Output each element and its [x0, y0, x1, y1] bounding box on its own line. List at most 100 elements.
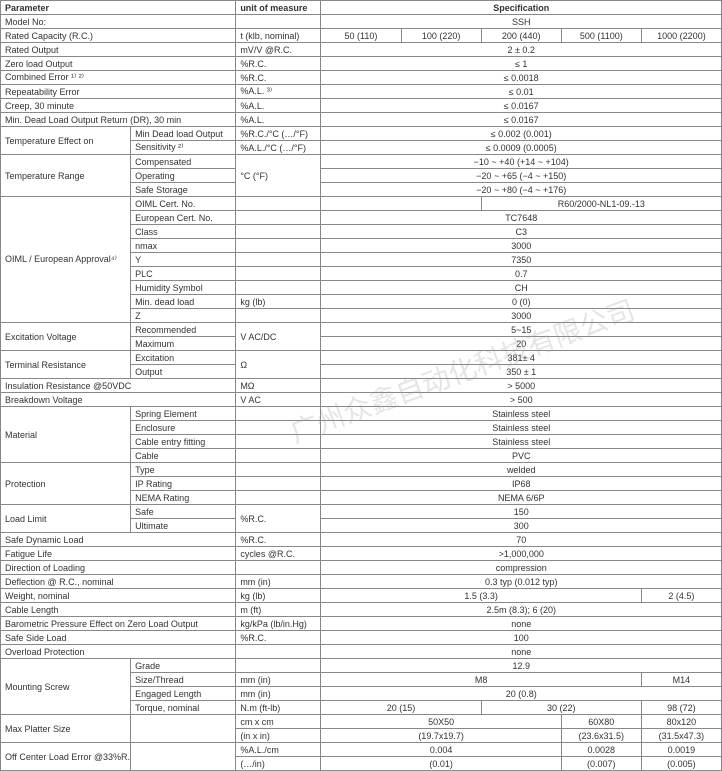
cell: [236, 253, 321, 267]
row-mps: Max Platter Size: [1, 715, 131, 743]
row-sdl: Safe Dynamic Load: [1, 533, 236, 547]
cell: V AC/DC: [236, 323, 321, 351]
row-bv: Breakdown Voltage: [1, 393, 236, 407]
cell: Min Dead load Output: [131, 127, 236, 141]
row-re: Repeatability Error: [1, 85, 236, 99]
cell: European Cert. No.: [131, 211, 236, 225]
cell: N.m (ft-lb): [236, 701, 321, 715]
row-mat: Material: [1, 407, 131, 463]
row-trm: Terminal Resistance: [1, 351, 131, 379]
cell: none: [321, 617, 722, 631]
row-prot: Protection: [1, 463, 131, 505]
cell: Maximum: [131, 337, 236, 351]
cell: 70: [321, 533, 722, 547]
cell: Class: [131, 225, 236, 239]
cell: NEMA Rating: [131, 491, 236, 505]
cell: Cable: [131, 449, 236, 463]
cell: 2 (4.5): [641, 589, 721, 603]
cell: kg (lb): [236, 295, 321, 309]
cell: OIML Cert. No.: [131, 197, 236, 211]
cell: [131, 715, 236, 743]
hdr-unit: unit of measure: [236, 1, 321, 15]
cell: [236, 281, 321, 295]
cell: CH: [321, 281, 722, 295]
cell: Output: [131, 365, 236, 379]
cell: [236, 197, 321, 211]
row-ev: Excitation Voltage: [1, 323, 131, 351]
cell: [236, 239, 321, 253]
cell: 500 (1100): [561, 29, 641, 43]
cell: −10 ~ +40 (+14 ~ +104): [321, 155, 722, 169]
cell: [236, 435, 321, 449]
row-ll: Load Limit: [1, 505, 131, 533]
cell: mV/V @R.C.: [236, 43, 321, 57]
cell: %R.C.: [236, 505, 321, 533]
cell: PLC: [131, 267, 236, 281]
cell: Enclosure: [131, 421, 236, 435]
cell: 2.5m (8.3); 6 (20): [321, 603, 722, 617]
cell: Stainless steel: [321, 421, 722, 435]
cell: −20 ~ +80 (−4 ~ +176): [321, 183, 722, 197]
cell: 1000 (2200): [641, 29, 721, 43]
cell: [236, 267, 321, 281]
row-ms: Mounting Screw: [1, 659, 131, 715]
cell: %R.C.: [236, 631, 321, 645]
cell: %A.L.: [236, 113, 321, 127]
cell: IP Rating: [131, 477, 236, 491]
cell: %R.C.: [236, 71, 321, 85]
cell: compression: [321, 561, 722, 575]
cell: Sensitivity ²⁾: [131, 141, 236, 155]
cell: cycles @R.C.: [236, 547, 321, 561]
cell: V AC: [236, 393, 321, 407]
row-ce: Combined Error ¹⁾ ²⁾: [1, 71, 236, 85]
cell: (19.7x19.7): [321, 729, 561, 743]
cell: [236, 407, 321, 421]
row-bp: Barometric Pressure Effect on Zero Load …: [1, 617, 236, 631]
cell: Y: [131, 253, 236, 267]
cell: [236, 15, 321, 29]
row-dr: Min. Dead Load Output Return (DR), 30 mi…: [1, 113, 236, 127]
cell: [236, 561, 321, 575]
cell: [236, 211, 321, 225]
cell: 20 (0.8): [321, 687, 722, 701]
cell: 5~15: [321, 323, 722, 337]
cell: 7350: [321, 253, 722, 267]
row-wt: Weight, nominal: [1, 589, 236, 603]
cell: %R.C.: [236, 533, 321, 547]
cell: °C (°F): [236, 155, 321, 197]
cell: (0.005): [641, 757, 721, 771]
cell: [321, 197, 481, 211]
cell: 0.3 typ (0.012 typ): [321, 575, 722, 589]
cell: 98 (72): [641, 701, 721, 715]
cell: ≤ 0.0009 (0.0005): [321, 141, 722, 155]
cell: Ω: [236, 351, 321, 379]
cell: 0.7: [321, 267, 722, 281]
cell: %A.L./°C (…/°F): [236, 141, 321, 155]
cell: 30 (22): [481, 701, 641, 715]
cell: 300: [321, 519, 722, 533]
cell: m (ft): [236, 603, 321, 617]
cell: TC7648: [321, 211, 722, 225]
cell: 381± 4: [321, 351, 722, 365]
cell: [236, 477, 321, 491]
cell: > 5000: [321, 379, 722, 393]
cell: 350 ± 1: [321, 365, 722, 379]
cell: Cable entry fitting: [131, 435, 236, 449]
cell: Excitation: [131, 351, 236, 365]
row-zlo: Zero load Output: [1, 57, 236, 71]
cell: 1.5 (3.3): [321, 589, 641, 603]
cell: ≤ 0.002 (0.001): [321, 127, 722, 141]
cell: 50X50: [321, 715, 561, 729]
cell: [236, 309, 321, 323]
cell: t (klb, nominal): [236, 29, 321, 43]
cell: −20 ~ +65 (−4 ~ +150): [321, 169, 722, 183]
cell: Size/Thread: [131, 673, 236, 687]
row-ir: Insulation Resistance @50VDC: [1, 379, 236, 393]
cell: (31.5x47.3): [641, 729, 721, 743]
cell: %A.L. ³⁾: [236, 85, 321, 99]
cell: Min. dead load: [131, 295, 236, 309]
cell: 12.9: [321, 659, 722, 673]
cell: Safe Storage: [131, 183, 236, 197]
row-ssl: Safe Side Load: [1, 631, 236, 645]
cell: 80x120: [641, 715, 721, 729]
